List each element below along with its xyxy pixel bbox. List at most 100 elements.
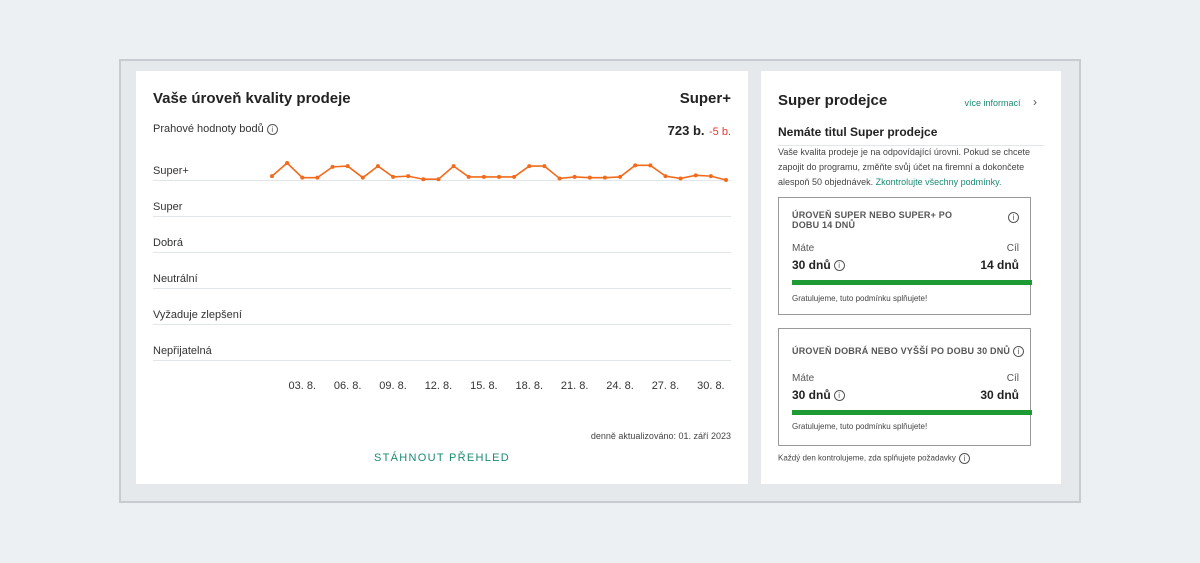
data-point[interactable] bbox=[481, 174, 486, 179]
info-icon[interactable]: i bbox=[266, 123, 278, 135]
grid-line bbox=[153, 180, 731, 181]
condition-title: ÚROVEŇ DOBRÁ NEBO VYŠŠÍ PO DOBU 30 DNŮ bbox=[792, 346, 1011, 356]
condition-box-dobra: ÚROVEŇ DOBRÁ NEBO VYŠŠÍ PO DOBU 30 DNŮ i … bbox=[778, 328, 1032, 446]
condition-message: Gratulujeme, tuto podmínku splňujete! bbox=[792, 294, 928, 303]
goal-value: 30 dnů bbox=[980, 388, 1019, 402]
thresholds-label: Prahové hodnoty bodů bbox=[153, 123, 264, 135]
grid-line bbox=[153, 216, 731, 217]
data-point[interactable] bbox=[708, 174, 713, 179]
data-point[interactable] bbox=[633, 163, 638, 168]
data-point[interactable] bbox=[542, 164, 547, 169]
info-icon[interactable]: i bbox=[958, 453, 970, 464]
condition-title: ÚROVEŇ SUPER NEBO SUPER+ PO DOBU 14 DNŮ bbox=[792, 210, 953, 230]
data-point[interactable] bbox=[557, 176, 562, 181]
x-tick-label: 18. 8. bbox=[515, 380, 544, 392]
level-label-neutralni: Neutrální bbox=[153, 273, 198, 285]
level-label-super-plus: Super+ bbox=[153, 165, 189, 177]
goal-label: Cíl bbox=[1006, 373, 1019, 384]
level-label-dobra: Dobrá bbox=[153, 237, 183, 249]
grid-line bbox=[153, 288, 731, 289]
more-info-link[interactable]: více informací bbox=[964, 98, 1021, 108]
condition-progress-bar bbox=[792, 410, 1032, 415]
x-tick-label: 24. 8. bbox=[606, 380, 634, 392]
have-label: Máte bbox=[792, 243, 815, 254]
level-label-vyzaduje-zlepseni: Vyžaduje zlepšení bbox=[153, 309, 242, 321]
quality-level-card: Vaše úroveň kvality prodeje Super+ Praho… bbox=[136, 71, 748, 484]
super-seller-title: Super prodejce bbox=[778, 92, 888, 109]
x-tick-label: 03. 8. bbox=[288, 380, 317, 392]
download-overview-button: STÁHNOUT PŘEHLED bbox=[136, 452, 748, 464]
current-level: Super+ bbox=[679, 90, 731, 107]
download-overview-label[interactable]: STÁHNOUT PŘEHLED bbox=[373, 452, 511, 464]
data-point[interactable] bbox=[497, 174, 501, 179]
data-point[interactable] bbox=[330, 164, 335, 169]
goal-value: 14 dnů bbox=[980, 258, 1019, 272]
chevron-right-icon[interactable]: › bbox=[1033, 95, 1037, 109]
data-point[interactable] bbox=[421, 177, 426, 182]
grid-line bbox=[153, 252, 731, 253]
no-title-heading: Nemáte titul Super prodejce bbox=[778, 125, 938, 139]
data-point[interactable] bbox=[360, 175, 365, 180]
score-value: 723 b. bbox=[667, 123, 705, 138]
data-point[interactable] bbox=[315, 175, 320, 180]
info-icon[interactable]: i bbox=[1008, 212, 1019, 223]
data-point[interactable] bbox=[375, 164, 380, 169]
data-point[interactable] bbox=[270, 174, 274, 179]
data-point[interactable] bbox=[285, 161, 290, 165]
data-point[interactable] bbox=[436, 177, 441, 182]
more-info-link-row: více informací › bbox=[965, 93, 1037, 111]
data-point[interactable] bbox=[406, 174, 411, 179]
have-value: 30 dnů bbox=[792, 258, 831, 272]
x-tick-label: 30. 8. bbox=[697, 380, 725, 392]
thresholds-row: Prahové hodnoty bodů i bbox=[153, 123, 278, 135]
info-icon[interactable]: i bbox=[833, 390, 845, 402]
x-tick-label: 06. 8. bbox=[333, 380, 362, 392]
data-point[interactable] bbox=[451, 164, 456, 169]
footer-note: Každý den kontrolujeme, zda splňujete po… bbox=[778, 453, 956, 463]
data-point[interactable] bbox=[678, 176, 683, 181]
data-point[interactable] bbox=[391, 174, 396, 179]
data-point[interactable] bbox=[527, 164, 532, 169]
level-label-neprijatelna: Nepřijatelná bbox=[153, 345, 212, 357]
data-point[interactable] bbox=[572, 174, 577, 179]
x-tick-label: 15. 8. bbox=[470, 380, 498, 392]
have-value-row: 30 dnů i bbox=[792, 258, 845, 272]
super-seller-card: Super prodejce více informací › Nemáte t… bbox=[761, 71, 1061, 484]
condition-box-super: ÚROVEŇ SUPER NEBO SUPER+ PO DOBU 14 DNŮ … bbox=[778, 197, 1032, 315]
score-row: 723 b. -5 b. bbox=[668, 122, 731, 140]
data-point[interactable] bbox=[663, 174, 668, 179]
description: Vaše kvalita prodeje je na odpovídající … bbox=[778, 145, 1044, 190]
data-point[interactable] bbox=[587, 175, 592, 180]
grid-line bbox=[153, 360, 731, 361]
data-point[interactable] bbox=[648, 163, 653, 168]
x-tick-label: 09. 8. bbox=[379, 380, 407, 392]
data-point[interactable] bbox=[724, 178, 728, 182]
condition-title-row: ÚROVEŇ DOBRÁ NEBO VYŠŠÍ PO DOBU 30 DNŮ i bbox=[792, 346, 1032, 358]
x-tick-label: 27. 8. bbox=[651, 380, 680, 392]
data-point[interactable] bbox=[602, 175, 607, 180]
condition-progress-bar bbox=[792, 280, 1032, 285]
data-point[interactable] bbox=[618, 174, 623, 179]
description-text: Vaše kvalita prodeje je na odpovídající … bbox=[778, 147, 1030, 187]
info-icon[interactable]: i bbox=[1013, 346, 1025, 358]
goal-label: Cíl bbox=[1006, 243, 1019, 254]
data-point[interactable] bbox=[300, 175, 305, 180]
check-conditions-link[interactable]: Zkontrolujte všechny podmínky. bbox=[875, 177, 1002, 187]
updated-note: denně aktualizováno: 01. září 2023 bbox=[590, 431, 731, 441]
have-value-row: 30 dnů i bbox=[792, 388, 845, 402]
info-icon[interactable]: i bbox=[833, 260, 845, 272]
data-point[interactable] bbox=[345, 164, 350, 169]
divider bbox=[778, 145, 1044, 146]
quality-line-chart bbox=[270, 161, 728, 182]
have-label: Máte bbox=[792, 373, 815, 384]
score-delta: -5 b. bbox=[708, 126, 731, 138]
condition-message: Gratulujeme, tuto podmínku splňujete! bbox=[792, 422, 928, 431]
data-point[interactable] bbox=[466, 174, 471, 179]
footer-note-row: Každý den kontrolujeme, zda splňujete po… bbox=[778, 453, 970, 464]
data-point[interactable] bbox=[693, 173, 698, 178]
level-label-super: Super bbox=[153, 201, 183, 213]
have-value: 30 dnů bbox=[792, 388, 831, 402]
x-tick-label: 12. 8. bbox=[424, 380, 453, 392]
x-tick-label: 21. 8. bbox=[560, 380, 589, 392]
data-point[interactable] bbox=[512, 174, 517, 179]
